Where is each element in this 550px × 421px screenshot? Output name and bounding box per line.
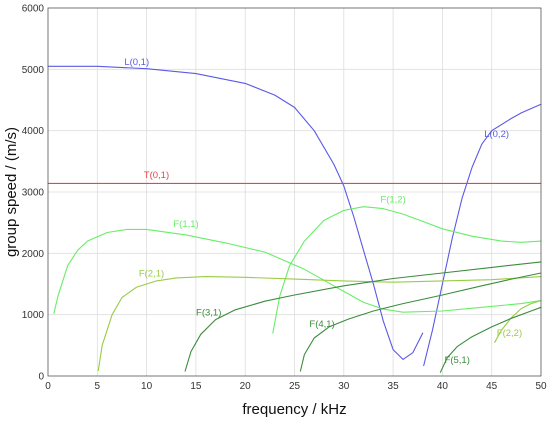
x-tick-label: 25 [289,381,301,392]
series-line-f-2-2 [494,300,542,343]
series-line-l-0-2 [423,103,542,367]
x-tick-label: 15 [190,381,202,392]
series-line-f-4-1 [299,272,542,372]
y-axis-label: group speed / (m/s) [3,127,20,257]
x-tick-label: 0 [45,381,51,392]
series-line-f-2-1 [97,276,542,372]
y-tick-label: 6000 [22,4,45,15]
series-label-f-1-2: F(1,2) [380,194,405,205]
series-label-l-0-1: L(0,1) [124,57,149,68]
series-label-f-5-1: F(5,1) [445,355,470,366]
x-tick-label: 10 [141,381,153,392]
y-tick-label: 1000 [22,310,45,321]
series-line-f-3-1 [184,261,542,372]
x-tick-label: 50 [535,381,547,392]
x-tick-label: 45 [486,381,498,392]
x-tick-label: 35 [388,381,400,392]
y-tick-label: 5000 [22,65,45,76]
tick-labels: 0 5 10 15 20 25 30 35 40 45 50 0 1000 2000 3000 4000 500… [22,4,547,393]
series-layer: L(0,1) L(0,2) T(0,1) F(1,1) F(1,2) F(2,1) F(2,… [47,57,542,373]
series-line-f-5-1 [439,306,542,373]
y-tick-label: 3000 [22,188,45,199]
series-line-l-0-1 [47,65,424,360]
series-label-f-4-1: F(4,1) [309,319,334,330]
series-line-f-1-1 [53,228,542,314]
plot-frame [47,7,542,377]
grid [48,8,541,376]
y-tick-label: 2000 [22,249,45,260]
y-tick-label: 0 [38,372,44,383]
series-label-f-2-2: F(2,2) [497,328,522,339]
series-line-f-1-2 [272,206,542,334]
series-label-t-0-1: T(0,1) [144,170,169,181]
series-label-f-3-1: F(3,1) [196,307,221,318]
y-tick-label: 4000 [22,126,45,137]
series-label-l-0-2: L(0,2) [484,129,509,140]
x-tick-label: 5 [95,381,101,392]
x-axis-label: frequency / kHz [242,401,346,418]
series-label-f-2-1: F(2,1) [139,269,164,280]
x-tick-label: 30 [338,381,350,392]
series-label-f-1-1: F(1,1) [173,219,198,230]
x-tick-label: 40 [437,381,449,392]
x-tick-label: 20 [240,381,252,392]
